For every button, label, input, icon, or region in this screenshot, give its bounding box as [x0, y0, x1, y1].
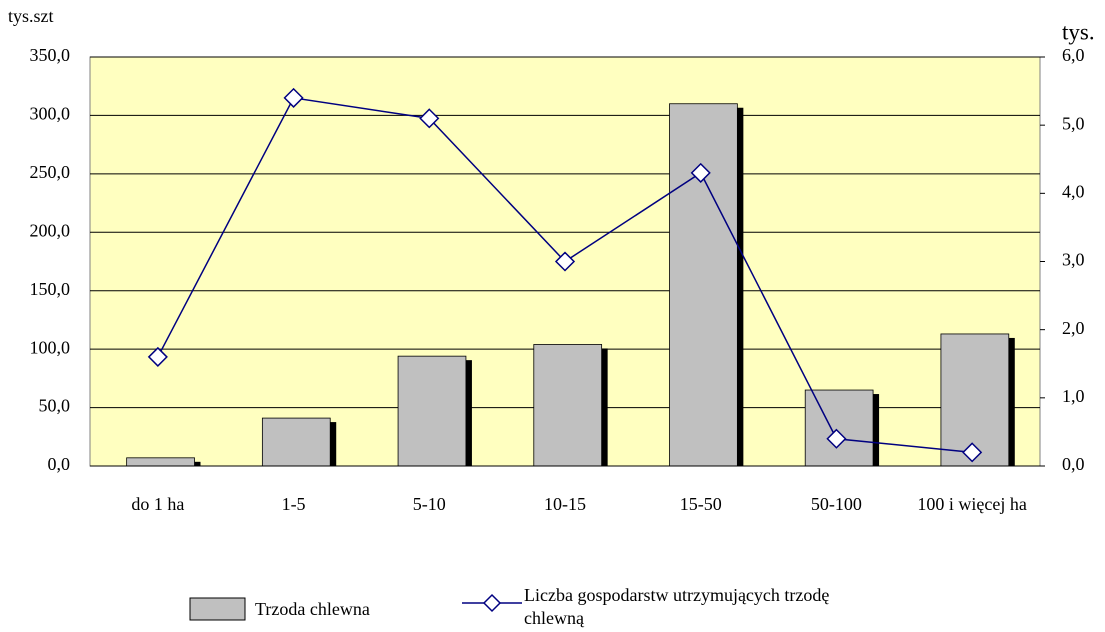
y2-tick-label: 1,0: [1062, 386, 1085, 406]
bar: [261, 417, 331, 467]
line-marker: [826, 428, 847, 449]
y-tick-label: 0,0: [48, 454, 71, 474]
line-marker: [690, 162, 711, 183]
line-marker: [283, 87, 304, 108]
line-marker: [419, 108, 440, 129]
y-tick-label: 100,0: [30, 337, 71, 357]
bar: [804, 389, 874, 467]
x-tick-label: 10-15: [544, 494, 586, 514]
line-marker: [962, 442, 983, 463]
y-tick-label: 150,0: [30, 279, 71, 299]
y2-tick-label: 4,0: [1062, 181, 1085, 201]
legend-label: Trzoda chlewna: [255, 599, 370, 619]
x-tick-label: 100 i więcej ha: [917, 494, 1027, 514]
y2-tick-label: 5,0: [1062, 113, 1085, 133]
x-tick-label: 1-5: [281, 494, 306, 514]
bar: [533, 344, 603, 467]
y-tick-label: 250,0: [30, 162, 71, 182]
y2-tick-label: 0,0: [1062, 454, 1085, 474]
legend-label: Liczba gospodarstw utrzymujących trzodę …: [524, 585, 830, 628]
line-marker: [554, 251, 576, 272]
x-tick-label: 15-50: [679, 494, 722, 514]
y-tick-label: 200,0: [30, 220, 71, 240]
y2-tick-label: 3,0: [1062, 250, 1085, 270]
x-tick-label: 5-10: [412, 494, 446, 514]
y-tick-label: 350,0: [30, 45, 71, 65]
y2-tick-label: 6,0: [1062, 45, 1085, 65]
y-tick-label: 300,0: [30, 104, 71, 124]
x-tick-label: do 1 ha: [131, 494, 185, 514]
bar: [669, 103, 738, 467]
line-marker: [147, 346, 168, 367]
legend-marker: [482, 593, 502, 613]
bar: [126, 457, 195, 467]
y-tick-label: 50,0: [39, 396, 71, 416]
bar: [940, 333, 1010, 467]
y-axis-label: tys.szt: [8, 6, 54, 26]
y2-tick-label: 2,0: [1062, 318, 1085, 338]
bar: [397, 355, 467, 467]
y2-axis-label: tys.: [1062, 19, 1095, 44]
legend-swatch: [189, 597, 246, 621]
x-tick-label: 50-100: [810, 494, 862, 514]
